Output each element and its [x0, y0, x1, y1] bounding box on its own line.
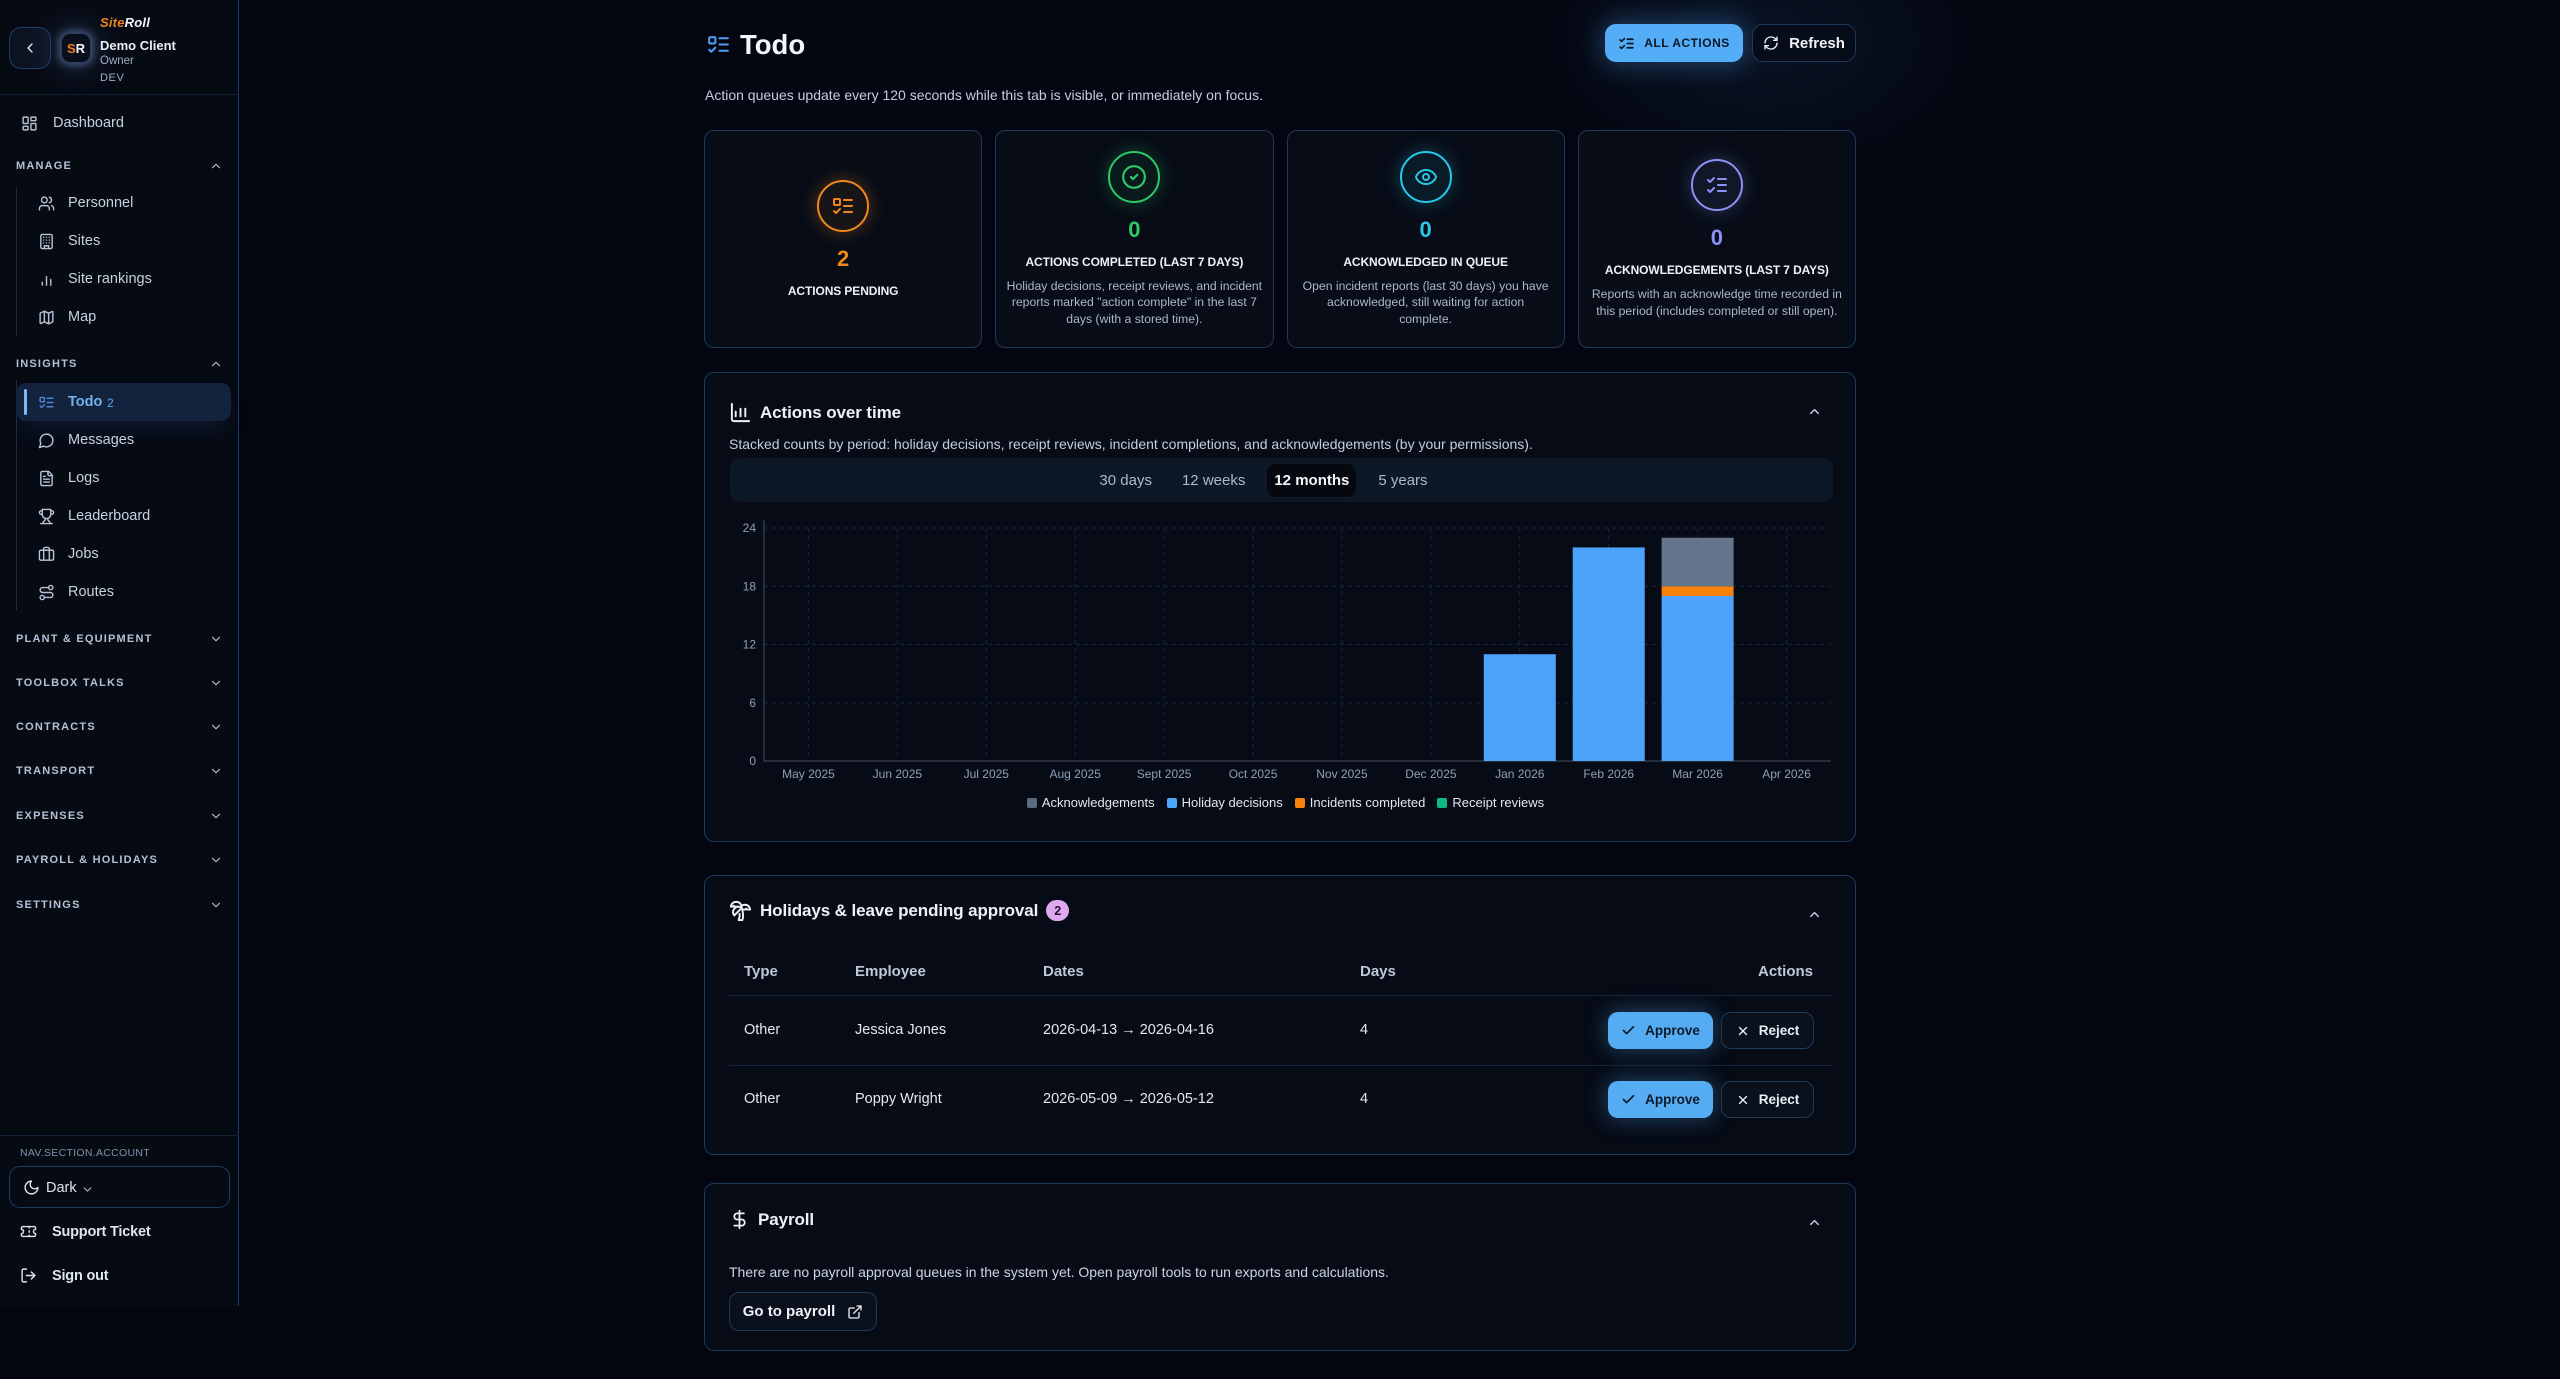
svg-text:Jun 2025: Jun 2025 — [873, 767, 923, 781]
svg-text:Sept 2025: Sept 2025 — [1137, 767, 1192, 781]
svg-text:0: 0 — [749, 754, 756, 768]
svg-text:24: 24 — [743, 521, 757, 535]
svg-text:12: 12 — [743, 638, 757, 652]
svg-text:Aug 2025: Aug 2025 — [1050, 767, 1102, 781]
svg-text:Oct 2025: Oct 2025 — [1229, 767, 1278, 781]
svg-text:Dec 2025: Dec 2025 — [1405, 767, 1457, 781]
svg-text:Mar 2026: Mar 2026 — [1672, 767, 1723, 781]
svg-text:Jul 2025: Jul 2025 — [964, 767, 1010, 781]
svg-text:18: 18 — [743, 579, 757, 593]
svg-text:Apr 2026: Apr 2026 — [1762, 767, 1811, 781]
svg-text:May 2025: May 2025 — [782, 767, 835, 781]
svg-text:Feb 2026: Feb 2026 — [1583, 767, 1634, 781]
svg-text:Nov 2025: Nov 2025 — [1316, 767, 1368, 781]
svg-text:Jan 2026: Jan 2026 — [1495, 767, 1545, 781]
svg-text:6: 6 — [749, 696, 756, 710]
